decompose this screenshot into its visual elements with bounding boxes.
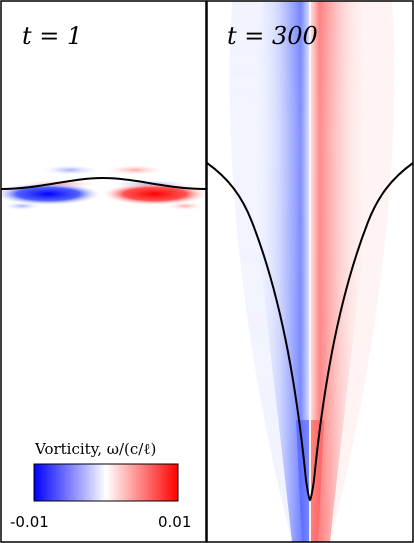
left-positive-lobe <box>103 183 206 205</box>
interface-curve-left <box>1 176 206 190</box>
colorbar: Vorticity, ω/(c/ℓ) -0.01 0.01 <box>10 440 191 531</box>
colorbar-max-label: 0.01 <box>158 513 191 531</box>
plume-positive <box>311 1 369 542</box>
colorbar-gradient <box>33 463 179 502</box>
panel-right <box>207 1 413 542</box>
panel-left-frame <box>0 0 207 543</box>
panel-label-left: t = 1 <box>22 22 82 50</box>
colorbar-min-label: -0.01 <box>10 513 49 531</box>
plume-negative <box>253 1 309 542</box>
colorbar-title: Vorticity, ω/(c/ℓ) <box>34 440 156 458</box>
panel-right-frame <box>206 0 414 543</box>
panel-label-right: t = 300 <box>227 22 318 50</box>
interface-curve-right <box>207 162 413 502</box>
panel-left <box>1 1 206 542</box>
left-negative-lobe <box>1 183 100 205</box>
